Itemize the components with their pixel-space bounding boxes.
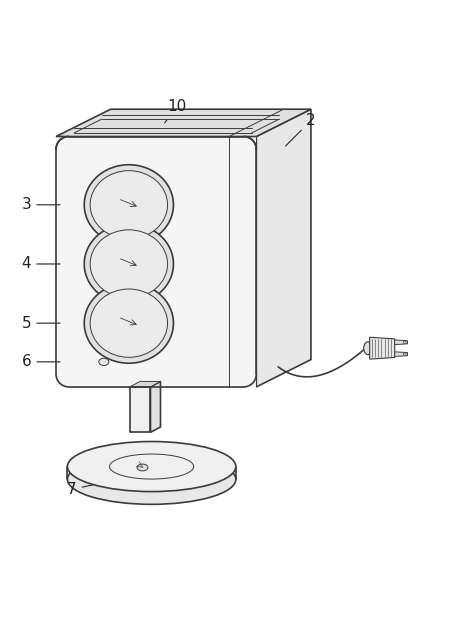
Ellipse shape — [90, 171, 168, 239]
Polygon shape — [256, 109, 311, 387]
Polygon shape — [130, 387, 151, 433]
Ellipse shape — [67, 454, 236, 504]
Text: 3: 3 — [22, 197, 60, 212]
Ellipse shape — [84, 283, 174, 363]
Ellipse shape — [67, 441, 236, 491]
Text: 2: 2 — [286, 113, 316, 146]
Text: 6: 6 — [22, 354, 60, 370]
Polygon shape — [370, 337, 395, 359]
Ellipse shape — [137, 464, 148, 471]
Polygon shape — [56, 109, 311, 137]
Ellipse shape — [90, 289, 168, 357]
Polygon shape — [130, 381, 160, 387]
Ellipse shape — [84, 165, 174, 245]
Text: 7: 7 — [67, 476, 133, 497]
Text: 4: 4 — [22, 256, 60, 272]
Ellipse shape — [90, 230, 168, 298]
Text: 5: 5 — [22, 316, 60, 331]
Text: 10: 10 — [165, 100, 186, 123]
Ellipse shape — [84, 224, 174, 304]
Polygon shape — [395, 340, 408, 345]
Polygon shape — [56, 137, 256, 387]
Polygon shape — [395, 352, 408, 357]
Ellipse shape — [364, 342, 372, 355]
Ellipse shape — [403, 341, 406, 344]
Ellipse shape — [99, 358, 109, 365]
Ellipse shape — [403, 353, 406, 355]
Polygon shape — [151, 381, 160, 433]
